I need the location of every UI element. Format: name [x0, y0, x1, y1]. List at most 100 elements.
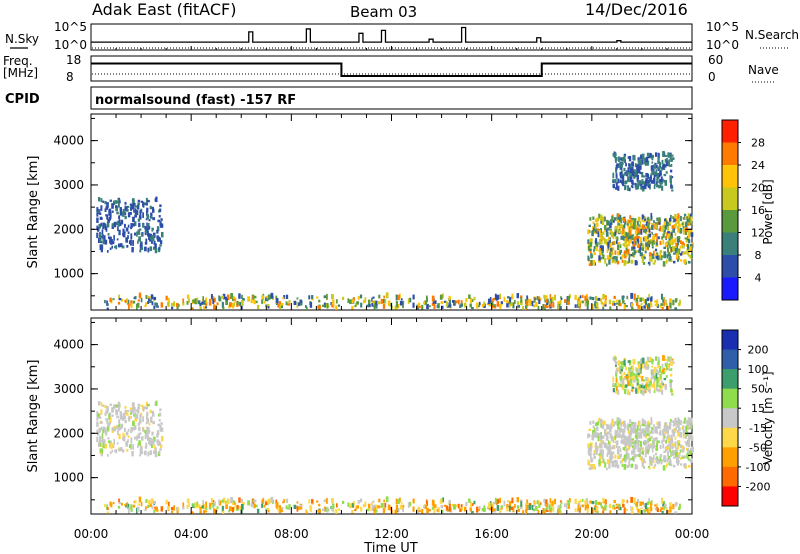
- velocity-cell: [653, 389, 656, 394]
- power-cell: [281, 305, 284, 309]
- power-cell: [614, 178, 617, 184]
- velocity-cell: [606, 459, 610, 464]
- power-cell: [654, 233, 658, 237]
- velocity-cell: [623, 455, 626, 461]
- power-cell: [285, 301, 288, 306]
- power-cell: [642, 237, 646, 241]
- power-cell: [609, 230, 612, 233]
- velocity-cell: [607, 440, 610, 445]
- velocity-cell: [153, 444, 156, 449]
- velocity-cell: [690, 458, 693, 463]
- power-cell: [682, 229, 685, 235]
- velocity-cell: [651, 369, 654, 373]
- power-cell: [663, 246, 667, 249]
- power-cell: [628, 253, 631, 258]
- power-cell: [654, 303, 657, 307]
- velocity-cell: [666, 444, 670, 448]
- power-cell: [605, 239, 608, 245]
- power-cell: [620, 224, 623, 229]
- velocity-cell: [139, 414, 142, 420]
- power-cell: [616, 244, 620, 251]
- velocity-cell: [278, 507, 282, 514]
- power-cell: [491, 300, 494, 305]
- power-cell: [478, 305, 480, 308]
- power-cell: [129, 211, 132, 215]
- power-cell: [584, 295, 587, 301]
- power-cell: [600, 232, 603, 235]
- velocity-cell: [666, 463, 668, 468]
- velocity-cell: [641, 391, 645, 396]
- power-cell: [674, 298, 678, 303]
- power-cell: [318, 305, 321, 309]
- power-cell: [648, 228, 651, 233]
- power-cell: [630, 246, 634, 251]
- power-cell: [378, 294, 381, 299]
- power-cell: [126, 208, 129, 212]
- velocity-cell: [277, 507, 280, 512]
- velocity-cell: [670, 418, 672, 423]
- power-cell: [130, 300, 133, 307]
- velocity-cell: [156, 430, 160, 436]
- velocity-cell: [385, 496, 389, 503]
- power-cell: [371, 297, 373, 302]
- velocity-cell: [672, 450, 674, 456]
- velocity-cell: [626, 464, 629, 469]
- velocity-cell: [106, 511, 109, 514]
- velocity-cell: [654, 507, 657, 511]
- power-cell: [603, 297, 606, 300]
- power-cell: [275, 295, 278, 301]
- power-cell: [151, 235, 155, 242]
- velocity-cell: [154, 451, 158, 458]
- velocity-cell: [524, 503, 527, 509]
- power-cell: [644, 246, 648, 251]
- power-cell: [230, 292, 233, 299]
- velocity-cell: [149, 503, 152, 508]
- power-cell: [253, 299, 256, 305]
- velocity-cell: [671, 443, 675, 447]
- velocity-cell: [433, 507, 436, 514]
- velocity-cell: [607, 431, 610, 435]
- power-cell: [655, 301, 658, 307]
- velocity-cell: [510, 506, 513, 511]
- power-cell: [648, 252, 652, 257]
- power-cell: [102, 238, 105, 245]
- power-cell: [631, 217, 634, 221]
- velocity-cell: [151, 505, 154, 510]
- velocity-cell: [638, 421, 641, 426]
- power-cell: [620, 179, 623, 183]
- power-cell: [615, 167, 618, 173]
- velocity-cell: [604, 432, 606, 437]
- power-cell: [417, 302, 421, 307]
- power-cell: [296, 297, 299, 300]
- power-cell: [144, 241, 148, 245]
- power-cell: [146, 222, 148, 228]
- power-cell: [663, 232, 666, 235]
- velocity-cell: [595, 506, 599, 512]
- power-y-axis-label: Slant Range [km]: [26, 156, 41, 269]
- power-cell: [332, 299, 335, 305]
- power-cell: [662, 224, 665, 228]
- power-cell: [615, 239, 618, 244]
- power-cell: [595, 302, 599, 308]
- power-cell: [347, 298, 350, 304]
- velocity-cell: [231, 507, 234, 513]
- velocity-cell: [147, 426, 150, 431]
- power-cell: [255, 300, 258, 304]
- velocity-cell: [614, 434, 617, 440]
- velocity-cell: [656, 440, 659, 447]
- velocity-cell: [118, 448, 121, 452]
- velocity-cell: [633, 497, 636, 504]
- velocity-cell: [261, 503, 264, 508]
- power-cell: [649, 175, 652, 179]
- power-cell: [640, 183, 643, 187]
- velocity-cell: [657, 371, 660, 375]
- power-cell: [677, 213, 680, 219]
- power-cell: [668, 153, 671, 158]
- power-cell: [659, 240, 662, 246]
- velocity-cell: [417, 506, 421, 511]
- velocity-cell: [664, 383, 668, 390]
- velocity-cell: [378, 498, 381, 503]
- power-cell: [655, 164, 658, 168]
- velocity-cell: [664, 503, 667, 509]
- velocity-cell: [622, 458, 625, 462]
